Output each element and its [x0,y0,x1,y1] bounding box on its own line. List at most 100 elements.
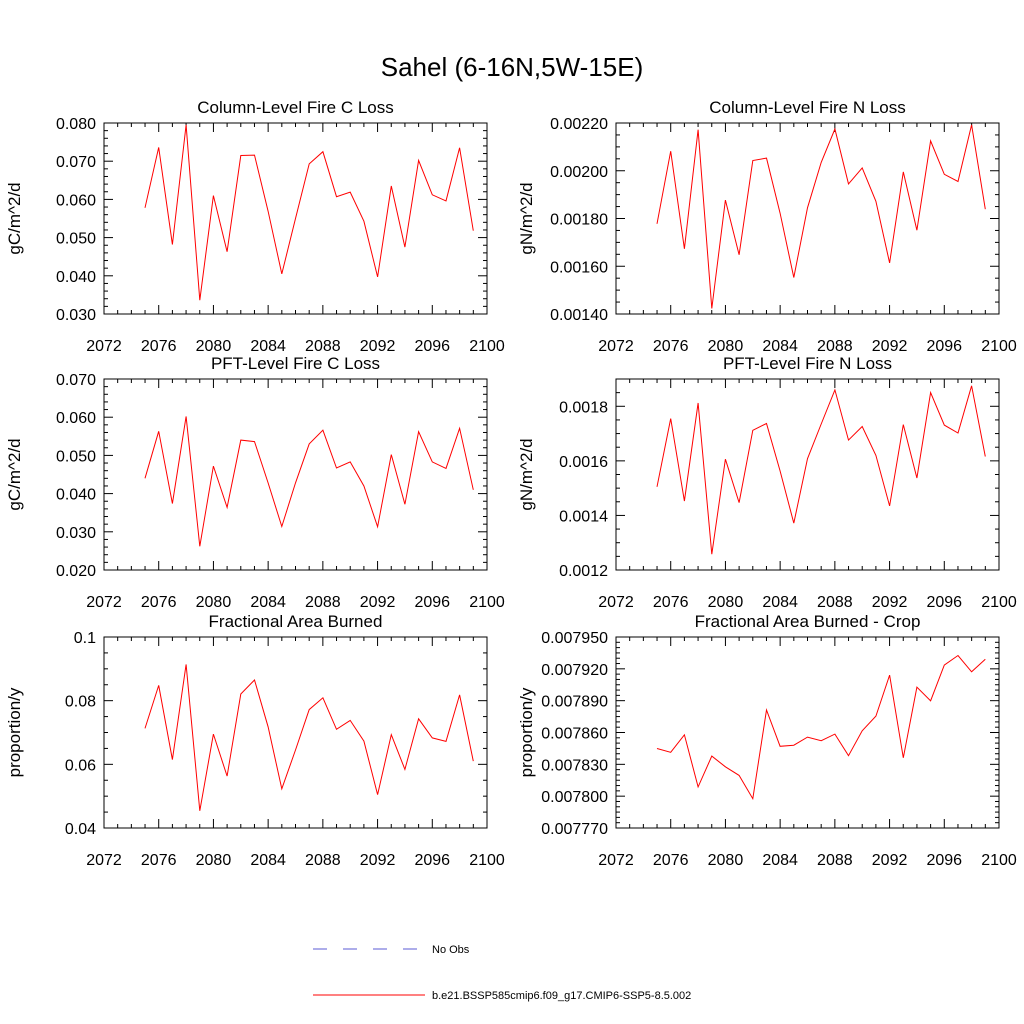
panels: 2072 2076 2080 2084 2088 2092 2096 2100 0.030 0.0… [5,98,1017,869]
x-tick-label: 2084 [250,338,286,355]
x-tick-label: 2080 [708,594,744,611]
x-tick-label: 2084 [250,594,286,611]
series-line [144,416,474,547]
chart-panel: 2072 2076 2080 2084 2088 2092 2096 2100 0.04 0.06… [5,612,505,869]
y-tick-label: 0.0016 [559,454,608,471]
y-tick-label: 0.04 [65,821,96,838]
series-line [144,664,474,811]
panel-title: PFT-Level Fire C Loss [211,354,380,373]
y-tick-label: 0.00140 [550,307,608,324]
y-tick-label: 0.070 [56,154,96,171]
x-tick-label: 2088 [817,338,853,355]
y-tick-label: 0.00180 [550,212,608,229]
y-axis-label: gC/m^2/d [5,182,24,254]
y-tick-label: 0.007830 [541,757,608,774]
chart-panel: 2072 2076 2080 2084 2088 2092 2096 2100 0.0012 0.… [517,354,1017,611]
panel-title: Column-Level Fire N Loss [709,98,906,117]
x-tick-label: 2088 [817,852,853,869]
y-tick-label: 0.1 [74,630,96,647]
plot-frame [103,636,488,829]
y-tick-label: 0.00160 [550,259,608,276]
x-tick-label: 2084 [762,594,798,611]
y-tick-label: 0.007950 [541,630,608,647]
x-tick-label: 2096 [414,852,450,869]
x-tick-label: 2100 [981,338,1017,355]
x-tick-label: 2080 [708,852,744,869]
series-line [656,124,986,309]
x-tick-label: 2076 [141,594,177,611]
chart-panel: 2072 2076 2080 2084 2088 2092 2096 2100 0.00140 0… [517,98,1017,355]
x-tick-label: 2080 [196,594,232,611]
x-tick-label: 2092 [360,852,396,869]
x-tick-label: 2096 [414,594,450,611]
y-tick-label: 0.06 [65,757,96,774]
series-line [656,385,986,555]
x-tick-label: 2080 [196,338,232,355]
series-line [656,654,986,801]
chart-panel: 2072 2076 2080 2084 2088 2092 2096 2100 0.020 0.0… [5,354,505,611]
x-tick-label: 2088 [817,594,853,611]
y-tick-label: 0.020 [56,563,96,580]
legend-label-no-obs: No Obs [432,944,470,956]
x-tick-label: 2092 [360,338,396,355]
plot-frame [615,378,1000,571]
y-tick-label: 0.08 [65,694,96,711]
y-axis-label: gC/m^2/d [5,438,24,510]
x-tick-label: 2100 [469,594,505,611]
y-tick-label: 0.040 [56,487,96,504]
y-tick-label: 0.0018 [559,399,608,416]
x-tick-label: 2084 [250,852,286,869]
x-tick-label: 2092 [872,594,908,611]
x-tick-label: 2100 [469,852,505,869]
x-tick-label: 2072 [598,852,634,869]
x-tick-label: 2100 [981,594,1017,611]
x-tick-label: 2072 [598,594,634,611]
x-tick-label: 2076 [141,852,177,869]
y-tick-label: 0.060 [56,192,96,209]
x-tick-label: 2084 [762,852,798,869]
x-tick-label: 2100 [469,338,505,355]
panel-title: Fractional Area Burned - Crop [695,612,921,631]
legend: No Obs b.e21.BSSP585cmip6.f09_g17.CMIP6-… [313,944,691,1002]
y-tick-label: 0.007890 [541,694,608,711]
y-tick-label: 0.007800 [541,789,608,806]
x-tick-label: 2076 [653,852,689,869]
x-tick-label: 2092 [872,338,908,355]
x-tick-label: 2072 [86,338,122,355]
y-tick-label: 0.030 [56,307,96,324]
x-tick-label: 2076 [141,338,177,355]
y-tick-label: 0.030 [56,525,96,542]
x-tick-label: 2092 [872,852,908,869]
chart-panel: 2072 2076 2080 2084 2088 2092 2096 2100 0.030 0.0… [5,98,505,355]
y-axis-label: gN/m^2/d [517,438,536,510]
x-tick-label: 2088 [305,594,341,611]
x-tick-label: 2096 [926,594,962,611]
y-tick-label: 0.0012 [559,563,608,580]
x-tick-label: 2072 [86,594,122,611]
x-tick-label: 2100 [981,852,1017,869]
plot-frame [103,378,488,571]
y-tick-label: 0.007770 [541,821,608,838]
x-tick-label: 2092 [360,594,396,611]
x-tick-label: 2080 [708,338,744,355]
x-tick-label: 2088 [305,338,341,355]
panel-title: Column-Level Fire C Loss [197,98,394,117]
y-tick-label: 0.007860 [541,726,608,743]
y-tick-label: 0.050 [56,231,96,248]
y-tick-label: 0.007920 [541,662,608,679]
x-tick-label: 2072 [598,338,634,355]
chart-panel: 2072 2076 2080 2084 2088 2092 2096 2100 0.007770… [517,612,1017,869]
x-tick-label: 2076 [653,594,689,611]
y-axis-label: gN/m^2/d [517,182,536,254]
plot-frame [615,636,1000,829]
y-tick-label: 0.070 [56,372,96,389]
panel-title: PFT-Level Fire N Loss [723,354,892,373]
x-tick-label: 2096 [414,338,450,355]
figure-title: Sahel (6-16N,5W-15E) [381,52,644,82]
y-tick-label: 0.060 [56,410,96,427]
x-tick-label: 2096 [926,852,962,869]
y-tick-label: 0.040 [56,269,96,286]
panel-title: Fractional Area Burned [209,612,383,631]
x-tick-label: 2072 [86,852,122,869]
